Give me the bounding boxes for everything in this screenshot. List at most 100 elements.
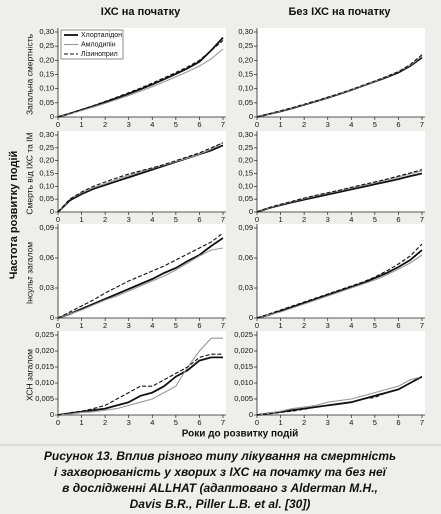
y-tick-label: 0,025 (35, 330, 54, 339)
y-tick-label: 0,30 (238, 27, 253, 36)
x-tick-label: 7 (420, 120, 424, 129)
caption-line: Рисунок 13. Вплив різного типу лікування… (44, 449, 396, 463)
series-line (256, 249, 423, 319)
y-tick-label: 0,005 (35, 394, 54, 403)
legend-label: Амлодипін (81, 40, 116, 48)
x-tick-label: 1 (79, 321, 83, 330)
x-tick-label: 4 (349, 321, 353, 330)
y-tick-label: 0 (50, 410, 54, 419)
y-axis-label: Інсульт загалом (24, 242, 34, 304)
y-tick-label: 0 (249, 207, 253, 216)
x-tick-label: 6 (197, 418, 201, 427)
x-tick-label: 4 (150, 418, 154, 427)
y-tick-label: 0,05 (39, 98, 54, 107)
y-tick-label: 0,005 (234, 394, 253, 403)
x-tick-label: 2 (302, 120, 306, 129)
series-line (256, 376, 423, 416)
series-line (57, 232, 224, 319)
x-tick-label: 0 (56, 321, 60, 330)
x-tick-label: 7 (221, 418, 225, 427)
x-tick-label: 6 (197, 321, 201, 330)
x-tick-label: 5 (174, 418, 178, 427)
x-tick-label: 7 (221, 321, 225, 330)
x-tick-label: 6 (396, 321, 400, 330)
x-tick-label: 7 (420, 321, 424, 330)
x-tick-label: 7 (221, 215, 225, 224)
plot-area (257, 331, 425, 415)
y-tick-label: 0,010 (234, 378, 253, 387)
x-tick-label: 3 (127, 321, 131, 330)
x-tick-label: 1 (79, 215, 83, 224)
y-tick-label: 0 (50, 313, 54, 322)
y-tick-label: 0 (50, 112, 54, 121)
x-tick-label: 4 (349, 215, 353, 224)
x-tick-label: 4 (349, 418, 353, 427)
y-axis-label: Загальна смертність (24, 33, 34, 115)
y-axis-label: ХСН загалом (24, 349, 34, 401)
x-tick-label: 3 (326, 321, 330, 330)
x-tick-label: 0 (56, 120, 60, 129)
series-line (57, 337, 223, 416)
x-tick-label: 4 (349, 120, 353, 129)
y-tick-label: 0,06 (238, 253, 253, 262)
x-tick-label: 1 (278, 215, 282, 224)
y-tick-label: 0 (249, 112, 253, 121)
caption-line: в дослідженні ALLHAT (адаптовано з Alder… (62, 481, 378, 495)
series-line (256, 376, 423, 416)
y-tick-label: 0,20 (39, 156, 54, 165)
x-tick-label: 4 (150, 215, 154, 224)
x-tick-label: 2 (302, 215, 306, 224)
y-tick-label: 0,20 (39, 55, 54, 64)
x-tick-label: 1 (79, 120, 83, 129)
x-tick-label: 1 (278, 418, 282, 427)
x-tick-label: 2 (302, 321, 306, 330)
x-tick-label: 1 (79, 418, 83, 427)
y-tick-label: 0,15 (238, 168, 253, 177)
y-tick-label: 0,10 (238, 84, 253, 93)
plot-area (58, 224, 226, 318)
y-tick-label: 0,025 (234, 330, 253, 339)
x-tick-label: 0 (255, 215, 259, 224)
y-tick-label: 0,15 (238, 69, 253, 78)
series-line (57, 40, 224, 118)
y-tick-label: 0,10 (238, 181, 253, 190)
chart-title: Без ІХС на початку (289, 6, 392, 18)
x-tick-label: 2 (103, 321, 107, 330)
x-tick-label: 0 (255, 418, 259, 427)
y-tick-label: 0,25 (39, 143, 54, 152)
series-line (57, 247, 224, 319)
x-tick-label: 6 (396, 418, 400, 427)
y-tick-label: 0,09 (39, 223, 54, 232)
series-line (57, 48, 224, 118)
y-tick-label: 0,015 (234, 362, 253, 371)
series-line (256, 169, 423, 213)
y-tick-label: 0 (249, 410, 253, 419)
x-tick-label: 6 (396, 120, 400, 129)
x-tick-label: 0 (56, 418, 60, 427)
x-tick-label: 3 (326, 418, 330, 427)
y-tick-label: 0,30 (39, 130, 54, 139)
y-tick-label: 0,25 (238, 41, 253, 50)
series-line (256, 254, 423, 319)
x-tick-label: 5 (174, 321, 178, 330)
y-tick-label: 0,015 (35, 362, 54, 371)
x-tick-label: 4 (150, 321, 154, 330)
series-line (57, 356, 223, 416)
series-line (57, 142, 224, 213)
x-tick-label: 2 (103, 418, 107, 427)
x-tick-label: 0 (255, 120, 259, 129)
series-line (57, 142, 224, 213)
y-axis-label: Смерть від ІХС та ІМ (24, 132, 34, 214)
x-tick-label: 5 (174, 120, 178, 129)
x-tick-label: 7 (221, 120, 225, 129)
x-tick-label: 1 (278, 321, 282, 330)
series-line (57, 37, 224, 118)
y-tick-label: 0,010 (35, 378, 54, 387)
x-tick-label: 0 (56, 215, 60, 224)
x-tick-label: 6 (396, 215, 400, 224)
series-line (57, 353, 223, 416)
x-tick-label: 5 (174, 215, 178, 224)
x-tick-label: 6 (197, 215, 201, 224)
